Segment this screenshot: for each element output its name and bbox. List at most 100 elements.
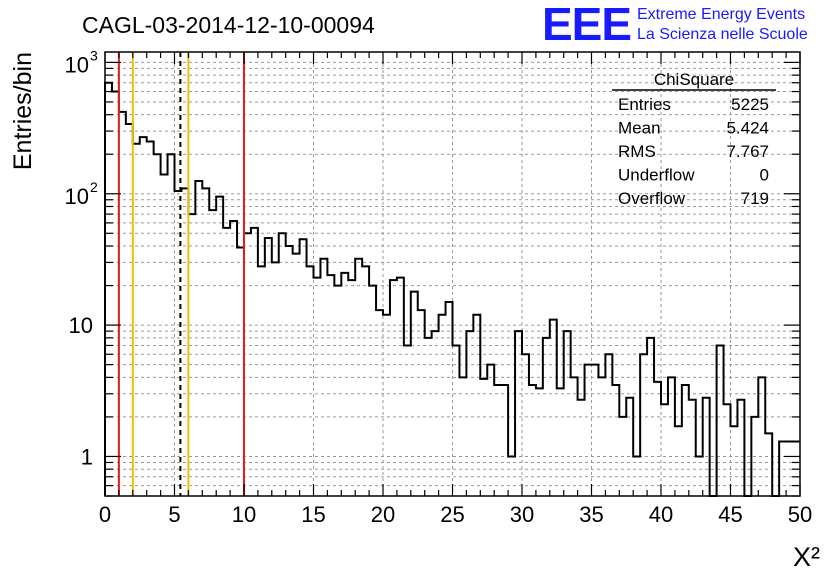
- histogram-bin: [293, 254, 300, 496]
- histogram-bin: [286, 246, 293, 496]
- histogram-bin: [418, 310, 425, 496]
- histogram-bin: [453, 345, 460, 496]
- histogram-bin: [466, 331, 473, 496]
- histogram-bin: [425, 338, 432, 496]
- histogram-bin: [647, 338, 654, 496]
- histogram-series: [104, 81, 800, 497]
- histogram-bin: [216, 197, 223, 496]
- histogram-bin: [376, 310, 383, 496]
- histogram-bin: [355, 259, 362, 496]
- y-tick-label: 10: [69, 313, 93, 338]
- histogram-bin: [473, 315, 480, 496]
- histogram-bin: [439, 315, 446, 496]
- stats-label: RMS: [618, 142, 656, 161]
- histogram-bin: [244, 233, 251, 496]
- histogram-bin: [362, 266, 369, 496]
- histogram-bin: [515, 331, 522, 496]
- histogram-bin: [133, 144, 140, 496]
- x-tick-label: 0: [99, 502, 111, 527]
- histogram-bin: [195, 181, 202, 496]
- histogram-bin: [480, 379, 487, 496]
- chart-title: CAGL-03-2014-12-10-00094: [82, 12, 375, 38]
- histogram-bin: [237, 247, 244, 496]
- histogram-bin: [737, 400, 744, 496]
- histogram-bin: [369, 286, 376, 496]
- x-tick-label: 15: [301, 502, 325, 527]
- logo-mark: EEE: [542, 0, 631, 50]
- histogram-bin: [682, 385, 689, 496]
- histogram-bin: [272, 262, 279, 496]
- histogram-bin: [348, 280, 355, 496]
- y-tick-label: 10: [65, 184, 89, 209]
- x-tick-label: 10: [232, 502, 256, 527]
- histogram-bin: [279, 233, 286, 496]
- x-tick-label: 50: [788, 502, 812, 527]
- histogram-bin: [341, 273, 348, 496]
- histogram-bin: [383, 315, 390, 496]
- x-tick-label: 5: [168, 502, 180, 527]
- histogram-bin: [724, 404, 731, 496]
- histogram-bin: [320, 259, 327, 496]
- histogram-bin: [327, 275, 334, 496]
- histogram-bin: [168, 154, 175, 496]
- x-tick-label: 25: [440, 502, 464, 527]
- histogram-bin: [536, 388, 543, 496]
- histogram-bin: [154, 154, 161, 496]
- histogram-bin: [307, 266, 314, 496]
- histogram-bin: [181, 188, 188, 496]
- histogram-bin: [265, 238, 272, 496]
- histogram-bin: [446, 302, 453, 496]
- x-axis-label: X²: [793, 542, 820, 572]
- histogram-bin: [459, 377, 466, 496]
- histogram-bin: [779, 441, 786, 496]
- histogram-bin: [411, 292, 418, 496]
- histogram-bin: [300, 239, 307, 496]
- histogram-bin: [543, 338, 550, 496]
- histogram-bin: [619, 417, 626, 496]
- histogram-bin: [223, 228, 230, 496]
- histogram-bin: [188, 214, 195, 496]
- stats-value: 5225: [731, 95, 769, 114]
- histogram-bin: [758, 377, 765, 496]
- histogram-bin: [689, 400, 696, 496]
- stats-label: Entries: [618, 95, 671, 114]
- histogram-bin: [487, 365, 494, 496]
- histogram-bin: [598, 377, 605, 496]
- histogram-bin: [626, 398, 633, 496]
- histogram-bin: [717, 345, 724, 496]
- histogram-bin: [494, 385, 501, 496]
- histogram-bin: [751, 417, 758, 496]
- x-tick-label: 30: [510, 502, 534, 527]
- logo-line-2: La Scienza nelle Scuole: [637, 26, 808, 43]
- histogram-bin: [529, 385, 536, 496]
- y-tick-label: 10: [65, 52, 89, 77]
- histogram-bin: [550, 320, 557, 496]
- histogram-bin: [126, 124, 133, 496]
- histogram-bin: [432, 331, 439, 496]
- y-tick-label: 1: [81, 444, 93, 469]
- histogram-bin: [633, 456, 640, 496]
- stats-label: Overflow: [618, 189, 686, 208]
- histogram-bin: [522, 354, 529, 496]
- histogram-bin: [765, 433, 772, 496]
- histogram-bin: [501, 385, 508, 496]
- stats-title: ChiSquare: [654, 70, 734, 89]
- x-tick-label: 20: [371, 502, 395, 527]
- stats-box: ChiSquare Entries 5225 Mean 5.424 RMS 7.767 Un…: [612, 70, 776, 208]
- stats-label: Underflow: [618, 166, 695, 185]
- histogram-bin: [147, 141, 154, 496]
- histogram-bin: [230, 221, 237, 496]
- stats-value: 7.767: [726, 142, 769, 161]
- histogram-bin: [612, 385, 619, 496]
- histogram-bin: [592, 365, 599, 496]
- histogram-bin: [404, 345, 411, 496]
- histogram-bin: [258, 266, 265, 496]
- histogram-bin: [585, 365, 592, 496]
- histogram-bin: [571, 377, 578, 496]
- histogram-bin: [557, 388, 564, 496]
- histogram-bin: [397, 278, 404, 496]
- y-tick-exponent: 3: [90, 47, 98, 63]
- histogram-bin: [105, 83, 112, 496]
- histogram-bin: [703, 398, 710, 496]
